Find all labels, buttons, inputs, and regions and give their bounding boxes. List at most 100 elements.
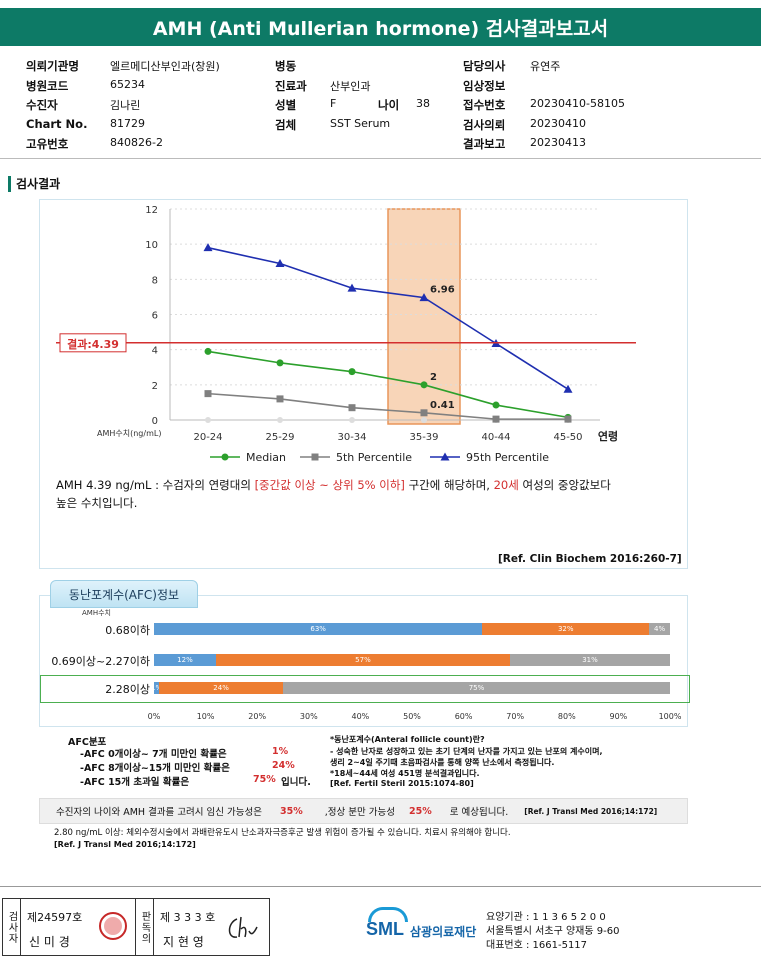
afc-tick-label: 20% <box>248 712 267 721</box>
data-label: 6.96 <box>430 285 455 296</box>
info-value: 81729 <box>110 117 145 130</box>
info-value: 20230410 <box>530 117 586 130</box>
afc-dist-value: 24% <box>272 760 295 771</box>
data-point <box>420 381 428 389</box>
afc-tick-label: 10% <box>196 712 215 721</box>
series-line <box>207 246 569 390</box>
result-panel <box>39 199 688 569</box>
afc-header: AMH수치 <box>82 609 111 617</box>
x-tick-label: 20-24 <box>193 432 222 443</box>
interpretation: AMH 4.39 ng/mL : 수검자의 연령대의 [중간값 이상 ~ 상위 … <box>56 478 611 510</box>
y-axis-label: AMH수치(ng/mL) <box>97 429 161 438</box>
y-tick-label: 2 <box>152 381 158 392</box>
divider <box>0 886 761 887</box>
afc-row-label: 0.68이하 <box>105 624 150 637</box>
afc-tick-label: 60% <box>454 712 473 721</box>
y-tick-label: 10 <box>145 240 158 251</box>
legend-marker <box>311 453 319 461</box>
examiner-label: 검사자 <box>3 899 21 955</box>
afc-tick-label: 30% <box>299 712 318 721</box>
data-point <box>348 368 356 376</box>
afc-dist-value: 1% <box>272 746 289 757</box>
data-point <box>419 293 429 302</box>
info-value: 엘르메디산부인과(창원) <box>110 60 220 73</box>
afc-tick-label: 0% <box>147 712 161 721</box>
y-tick-label: 12 <box>145 205 158 216</box>
x-tick-label: 45-50 <box>553 432 582 443</box>
afc-bar: 12% 57% 31% <box>154 654 670 666</box>
x-tick-dot <box>421 417 427 423</box>
afc-note-line: *18세~44세 여성 451명 분석결과입니다. <box>330 769 480 778</box>
info-value: 38 <box>416 97 430 110</box>
y-tick-label: 6 <box>152 311 158 322</box>
afc-bar: 1%24%75% <box>154 682 670 694</box>
afc-tick-label: 50% <box>403 712 421 721</box>
afc-segment: 12% <box>154 654 216 666</box>
warning-ref: [Ref. J Transl Med 2016;14:172] <box>54 840 196 849</box>
info-value: 산부인과 <box>330 80 371 93</box>
info-value: F <box>330 97 337 110</box>
afc-row-label: 0.69이상~2.27이하 <box>51 655 150 668</box>
afc-tick-label: 40% <box>351 712 370 721</box>
summary-box: 수진자의 나이와 AMH 결과를 고려시 임신 가능성은 35% ,정상 분만 … <box>39 798 688 824</box>
info-value: 840826-2 <box>110 136 163 149</box>
afc-tick-label: 90% <box>609 712 628 721</box>
afc-row-label: 2.28이상 <box>105 683 150 696</box>
afc-dist-text: -AFC 15개 초과일 확률은 <box>80 777 190 788</box>
data-point <box>492 401 500 409</box>
address: 서울특별시 서초구 양재동 9-60 <box>486 926 620 937</box>
afc-tick-label: 100% <box>658 712 682 721</box>
phone: 대표번호 : 1661-5117 <box>486 940 588 951</box>
info-value: 65234 <box>110 78 145 91</box>
x-tick-dot <box>349 417 355 423</box>
data-point <box>276 395 284 403</box>
afc-dist-suffix: 입니다. <box>281 777 311 788</box>
x-tick-label: 25-29 <box>265 432 294 443</box>
legend-label: 95th Percentile <box>466 451 549 464</box>
inst-code: 요양기관 : 1 1 3 6 5 2 0 0 <box>486 912 606 923</box>
x-tick-label: 30-34 <box>337 432 366 443</box>
data-point <box>276 359 284 367</box>
x-tick-dot <box>277 417 283 423</box>
x-axis-label: 연령 <box>598 429 618 443</box>
afc-segment: 24% <box>159 682 283 694</box>
y-tick-label: 0 <box>152 416 158 427</box>
afc-bar: 63% 32% 4% <box>154 623 670 635</box>
afc-tick-label: 70% <box>506 712 525 721</box>
afc-segment: 4% <box>649 623 670 635</box>
afc-segment: 32% <box>482 623 650 635</box>
afc-note-title: *동난포계수(Anteral follicle count)란? <box>330 735 485 744</box>
signature <box>228 916 258 938</box>
signature-box: 검사자 제24597호 신 미 경 판독의 제 3 3 3 호 지 현 영 <box>2 898 270 956</box>
report-title: AMH (Anti Mullerian hormone) 검사결과보고서 <box>0 8 761 46</box>
afc-highlight-row <box>40 675 690 703</box>
legend-marker <box>440 452 450 461</box>
examiner-name: 신 미 경 <box>29 935 70 949</box>
info-value: 김나린 <box>110 99 141 112</box>
afc-note-ref: [Ref. Fertil Steril 2015:1074-80] <box>330 779 474 788</box>
afc-segment: 1% <box>154 682 160 694</box>
logo-arc-icon <box>368 907 408 922</box>
data-point <box>347 283 357 292</box>
info-value: 20230413 <box>530 136 586 149</box>
info-value: SST Serum <box>330 117 391 130</box>
examiner-no: 제24597호 <box>27 911 83 924</box>
afc-dist-text: -AFC 8개이상~15개 미만인 확률은 <box>80 763 230 774</box>
series-line <box>207 392 568 420</box>
y-tick-label: 8 <box>152 275 158 286</box>
afc-tab: 동난포계수(AFC)정보 <box>50 580 198 608</box>
afc-segment: 75% <box>282 682 670 694</box>
data-point <box>204 390 212 398</box>
info-value: 유연주 <box>530 60 561 73</box>
reviewer-name: 지 현 영 <box>163 935 204 949</box>
x-tick-label: 35-39 <box>409 432 438 443</box>
info-value: 20230410-58105 <box>530 97 625 110</box>
divider <box>0 158 761 159</box>
x-tick-label: 40-44 <box>481 432 510 443</box>
data-point <box>348 404 356 412</box>
data-point <box>563 384 573 393</box>
warning-text: 2.80 ng/mL 이상: 체외수정시술에서 과배란유도시 난소과자극증후군 … <box>54 828 511 838</box>
afc-note-line: 생리 2~4일 주기때 초음파검사를 통해 양쪽 난소에서 측정됩니다. <box>330 758 555 767</box>
y-tick-label: 4 <box>152 346 158 357</box>
data-point <box>203 243 213 252</box>
